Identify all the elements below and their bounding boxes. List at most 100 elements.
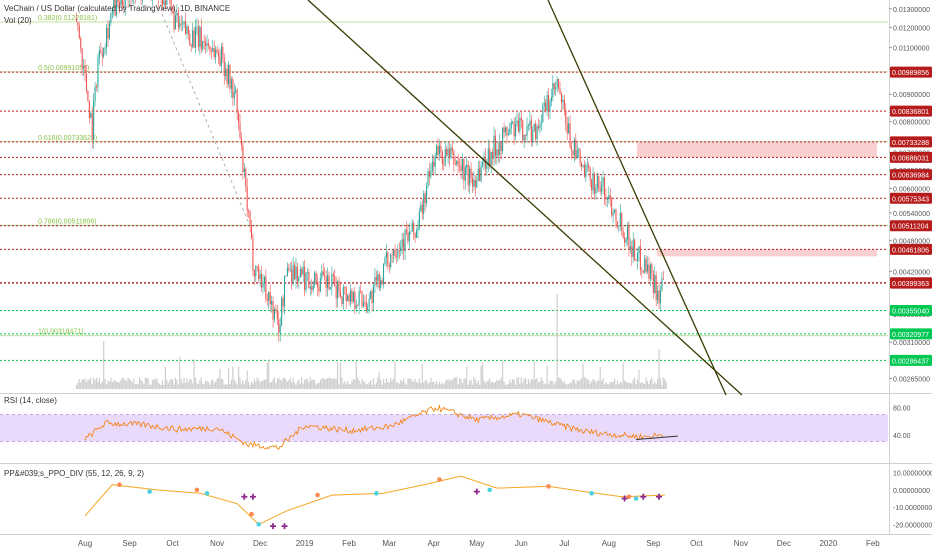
y-tick-label: 0.01300000 [893, 7, 930, 14]
x-tick-label: Aug [602, 539, 616, 548]
volume-bar [243, 384, 245, 389]
volume-bar [588, 379, 590, 389]
candle-body [255, 266, 257, 277]
candle-body [490, 151, 492, 165]
candle-body [523, 134, 525, 141]
volume-bar [575, 383, 577, 389]
volume-bar [114, 380, 116, 389]
volume-bar [550, 380, 553, 389]
candle-body [408, 232, 410, 242]
volume-bar [170, 378, 172, 389]
volume-bar [154, 379, 156, 389]
candle-body [592, 173, 594, 191]
candle-body [522, 120, 524, 141]
candle-body [572, 150, 574, 155]
volume-bar [593, 380, 596, 389]
volume-bar [138, 377, 141, 389]
volume-bar [609, 382, 611, 389]
candle-body [355, 305, 357, 309]
price-level-tag [890, 66, 932, 78]
candle-body [302, 266, 304, 275]
candle-body [563, 99, 565, 110]
volume-bar [410, 378, 412, 389]
ppo-label[interactable]: PP&#039;s_PPO_DIV (55, 12, 26, 9, 2) [4, 469, 145, 478]
candle-body [502, 127, 504, 152]
volume-bar [530, 378, 532, 389]
x-tick-label: Sep [122, 539, 137, 548]
candle-body [616, 221, 618, 227]
candle-body [601, 185, 603, 192]
candle-body [98, 50, 100, 58]
volume-bar [359, 383, 362, 389]
volume-bar [539, 381, 541, 389]
candle-body [341, 296, 343, 304]
candle-body [560, 93, 563, 103]
candle-body [88, 100, 90, 119]
volume-bar [276, 378, 278, 389]
volume-bar [259, 382, 261, 389]
candle-body [206, 43, 208, 46]
ppo-tick-label: -20.00000000 [893, 522, 932, 529]
candle-body [635, 259, 637, 261]
candle-body [527, 125, 530, 127]
volume-bar [655, 383, 657, 389]
candle-body [192, 30, 194, 47]
volume-bar [351, 381, 353, 389]
candle-body [414, 233, 416, 238]
volume-bar [649, 379, 652, 389]
volume-bar [153, 379, 155, 389]
volume-bar [128, 379, 131, 389]
volume-bar [370, 379, 372, 389]
volume-bar [133, 378, 135, 389]
ppo-divergence-marker [270, 523, 277, 530]
candle-body [186, 26, 188, 34]
volume-bar [425, 380, 428, 389]
candle-body [200, 27, 202, 50]
candle-body [625, 239, 627, 243]
volume-bar [223, 384, 225, 389]
volume-bar [337, 362, 339, 389]
volume-label[interactable]: Vol (20) [4, 16, 32, 25]
candle-body [348, 295, 350, 302]
candle-body [579, 149, 581, 163]
rsi-label[interactable]: RSI (14, close) [4, 396, 57, 405]
price-level-tag-label: 0.00399363 [892, 281, 929, 288]
candle-body [603, 177, 606, 197]
volume-bar [392, 378, 395, 389]
volume-bar [236, 384, 238, 389]
volume-bar [269, 382, 271, 389]
volume-bar [98, 378, 100, 389]
volume-bar [664, 379, 666, 389]
volume-bar [453, 377, 455, 389]
candle-body [385, 252, 387, 258]
volume-bar [500, 377, 502, 389]
candle-body [378, 274, 380, 289]
candle-body [634, 239, 636, 260]
volume-bar [260, 381, 263, 389]
candle-body [532, 130, 534, 143]
candle-body [486, 163, 488, 169]
volume-bar [450, 379, 452, 389]
candle-body [484, 157, 486, 169]
candle-body [395, 256, 397, 258]
volume-bar [628, 382, 630, 389]
volume-bar [446, 380, 448, 389]
candle-body [358, 291, 360, 306]
candle-body [245, 168, 247, 187]
volume-bar [477, 380, 479, 389]
x-tick-label: Nov [210, 539, 224, 548]
price-level-tag-label: 0.00286437 [892, 358, 929, 365]
volume-bar [179, 356, 181, 389]
candle-body [357, 305, 359, 307]
volume-bar [413, 381, 415, 389]
volume-bar [130, 380, 132, 389]
candle-body [235, 89, 237, 92]
volume-bar [611, 381, 613, 389]
volume-bar [464, 378, 466, 389]
volume-bar [486, 381, 488, 389]
volume-bar [638, 369, 640, 389]
symbol-title[interactable]: VeChain / US Dollar (calculated by Tradi… [4, 4, 231, 13]
volume-bar [381, 384, 383, 389]
candle-body [322, 271, 324, 275]
